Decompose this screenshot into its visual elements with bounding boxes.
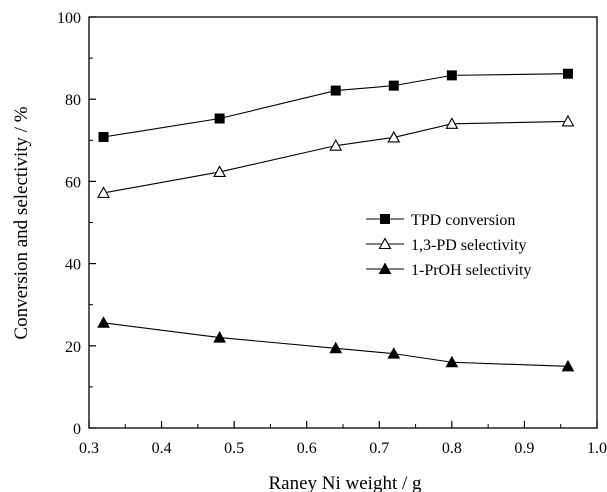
data-point (561, 114, 575, 127)
x-tick-label: 1.0 (587, 440, 607, 457)
x-tick-label: 0.3 (79, 440, 99, 457)
data-point (561, 359, 575, 372)
y-tick-label: 0 (73, 421, 81, 438)
series-layer (97, 68, 575, 372)
plot-frame (88, 16, 598, 429)
x-tick-label: 0.8 (442, 440, 462, 457)
x-axis: 0.3 0.4 0.5 0.6 0.7 0.8 0.9 1.0 (79, 421, 607, 457)
legend-marker (378, 262, 392, 274)
x-tick-label: 0.4 (152, 440, 172, 457)
series-3 (97, 316, 575, 372)
data-point (213, 165, 227, 177)
data-point (330, 85, 341, 96)
data-point (445, 117, 459, 129)
data-point (329, 341, 343, 354)
legend-label: 1,3-PD selectivity (411, 237, 527, 254)
x-tick-label: 0.7 (369, 440, 389, 457)
data-point (388, 80, 399, 91)
series-line (103, 322, 568, 367)
legend-label: TPD conversion (411, 212, 515, 229)
legend-item-2: 1,3-PD selectivity (366, 237, 527, 254)
data-point (98, 132, 109, 143)
y-tick-label: 100 (57, 10, 81, 27)
data-point (446, 70, 457, 81)
series-line (103, 73, 568, 138)
data-point (562, 68, 573, 79)
legend-item-1: TPD conversion (366, 212, 515, 229)
legend-item-3: 1-PrOH selectivity (366, 262, 531, 279)
plot-area (88, 16, 598, 429)
x-tick-label: 0.9 (514, 440, 534, 457)
data-point (329, 139, 343, 151)
x-axis-title: Raney Ni weight / g (268, 473, 422, 492)
y-axis-title: Conversion and selectivity / % (11, 106, 32, 339)
data-point (214, 113, 225, 124)
x-tick-label: 0.5 (224, 440, 244, 457)
data-point (213, 331, 226, 343)
y-axis: 0 20 40 60 80 100 (57, 10, 96, 438)
data-point (97, 186, 110, 198)
series-1 (98, 68, 573, 143)
series-line (103, 120, 568, 194)
data-point (445, 355, 459, 368)
data-point (387, 130, 401, 143)
y-tick-label: 20 (65, 339, 81, 356)
y-tick-label: 40 (65, 257, 81, 274)
legend-marker (378, 237, 392, 250)
data-point (97, 316, 110, 328)
series-2 (97, 114, 575, 198)
x-tick-label: 0.6 (297, 440, 317, 457)
legend-label: 1-PrOH selectivity (411, 262, 531, 279)
legend-marker (380, 214, 390, 224)
data-point (387, 347, 401, 359)
legend: TPD conversion 1,3-PD selectivity 1-PrOH s… (366, 212, 531, 279)
y-tick-label: 80 (65, 92, 81, 109)
y-tick-label: 60 (65, 174, 81, 191)
